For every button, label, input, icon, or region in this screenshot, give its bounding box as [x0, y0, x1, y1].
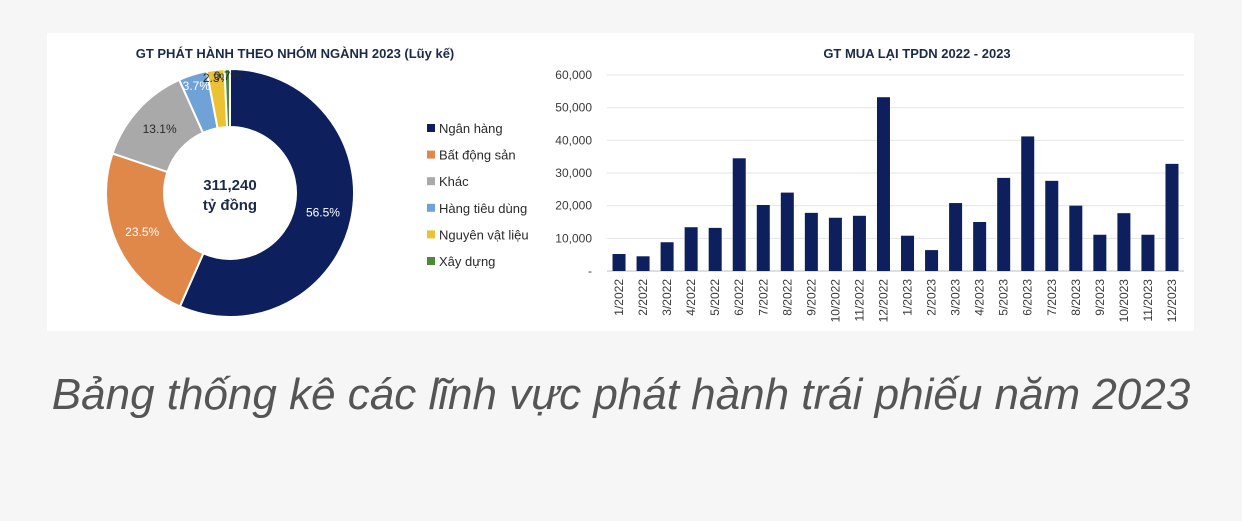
legend-swatch-3	[427, 203, 435, 212]
x-tick-label-13: 2/2023	[925, 279, 939, 316]
pie-center-unit: tỷ đồng	[203, 197, 257, 214]
legend-label-3: Hàng tiêu dùng	[439, 201, 527, 216]
x-tick-label-0: 1/2022	[612, 279, 626, 316]
x-tick-label-4: 5/2022	[708, 279, 722, 316]
x-tick-label-18: 7/2023	[1045, 279, 1059, 316]
bar-10	[852, 215, 866, 271]
bar-0	[612, 254, 626, 271]
bar-17	[1021, 136, 1035, 271]
x-tick-label-23: 12/2023	[1165, 279, 1179, 323]
pie-slice-label-0: 56.5%	[306, 206, 340, 220]
x-tick-label-7: 8/2022	[780, 279, 794, 316]
x-tick-label-10: 11/2022	[852, 279, 866, 322]
x-tick-label-14: 3/2023	[949, 279, 963, 316]
legend-swatch-2	[427, 177, 435, 186]
charts-svg: GT PHÁT HÀNH THEO NHÓM NGÀNH 2023 (Lũy k…	[105, 46, 1184, 322]
pie-slice-label-2: 13.1%	[143, 122, 177, 136]
x-tick-label-9: 10/2022	[828, 279, 842, 323]
bar-21	[1117, 213, 1131, 271]
bar-14	[949, 203, 963, 271]
pie-title: GT PHÁT HÀNH THEO NHÓM NGÀNH 2023 (Lũy k…	[136, 46, 455, 61]
legend-swatch-0	[427, 124, 435, 132]
bar-4	[708, 227, 722, 271]
bar-11	[876, 97, 890, 271]
pie-slice-5	[223, 67, 231, 129]
bar-title: GT MUA LẠI TPDN 2022 - 2023	[823, 46, 1010, 61]
bar-16	[997, 177, 1011, 271]
bar-6	[756, 205, 770, 271]
x-tick-label-22: 11/2023	[1141, 279, 1155, 322]
bar-20	[1093, 234, 1107, 271]
pie-chart: 56.5% 23.5% 13.1% 3.7%2.3%0.7%	[105, 67, 355, 318]
pie-slice-label-3: 3.7%	[183, 79, 211, 93]
bar-9	[828, 217, 842, 271]
bar-1	[636, 256, 650, 271]
x-tick-label-16: 5/2023	[997, 279, 1011, 316]
x-tick-label-11: 12/2022	[876, 279, 890, 323]
bar-23	[1165, 163, 1179, 271]
pie-center-value: 311,240	[203, 177, 256, 194]
y-tick-label-4: 40,000	[555, 133, 592, 147]
bar-18	[1045, 180, 1059, 271]
x-tick-label-6: 7/2022	[756, 279, 770, 316]
pie-slice-label-5: 0.7%	[214, 69, 242, 83]
x-tick-label-8: 9/2022	[804, 279, 818, 316]
x-tick-label-17: 6/2023	[1021, 279, 1035, 316]
bar-chart: - 10,000 20,000 30,000 40,000 50,000 60,000 1/2…	[555, 68, 1184, 322]
figure-caption: Bảng thống kê các lĩnh vực phát hành trá…	[51, 370, 1191, 419]
x-tick-label-21: 10/2023	[1117, 279, 1131, 323]
bar-13	[925, 250, 939, 271]
y-tick-label-6: 60,000	[555, 68, 592, 82]
bar-12	[901, 235, 915, 271]
x-tick-label-20: 9/2023	[1093, 279, 1107, 316]
y-tick-label-0: -	[588, 264, 592, 278]
bar-5	[732, 158, 746, 271]
legend-swatch-1	[427, 150, 435, 159]
bar-8	[804, 212, 818, 271]
x-tick-label-5: 6/2022	[732, 279, 746, 316]
bar-2	[660, 242, 674, 271]
x-tick-label-15: 4/2023	[973, 279, 987, 316]
charts-panel: GT PHÁT HÀNH THEO NHÓM NGÀNH 2023 (Lũy k…	[47, 33, 1194, 331]
bar-19	[1069, 205, 1083, 271]
y-tick-label-3: 30,000	[555, 166, 592, 180]
pie-slice-1	[105, 152, 205, 308]
legend-label-4: Nguyên vật liệu	[439, 227, 529, 242]
legend-swatch-4	[427, 230, 435, 239]
pie-slice-label-4: 2.3%	[203, 71, 231, 85]
y-tick-label-2: 20,000	[555, 199, 592, 213]
legend-swatch-5	[427, 257, 435, 265]
pie-slice-0	[178, 67, 355, 318]
x-tick-label-19: 8/2023	[1069, 279, 1083, 316]
bar-3	[684, 227, 698, 271]
pie-slice-label-1: 23.5%	[125, 225, 159, 239]
x-tick-label-2: 3/2022	[660, 279, 674, 316]
legend-label-2: Khác	[439, 174, 469, 189]
bar-22	[1141, 234, 1155, 271]
legend-label-0: Ngân hàng	[439, 121, 503, 136]
legend-label-1: Bất động sản	[439, 148, 516, 163]
y-tick-label-1: 10,000	[555, 231, 592, 245]
x-tick-label-1: 2/2022	[636, 279, 650, 316]
x-tick-label-12: 1/2023	[901, 279, 915, 316]
legend-label-5: Xây dựng	[439, 254, 495, 269]
x-tick-label-3: 4/2022	[684, 279, 698, 316]
bar-7	[780, 192, 794, 271]
bar-15	[973, 222, 987, 271]
pie-legend: Ngân hàng Bất động sản Khác Hàng tiêu dùng N…	[427, 121, 529, 269]
y-tick-label-5: 50,000	[555, 101, 592, 115]
